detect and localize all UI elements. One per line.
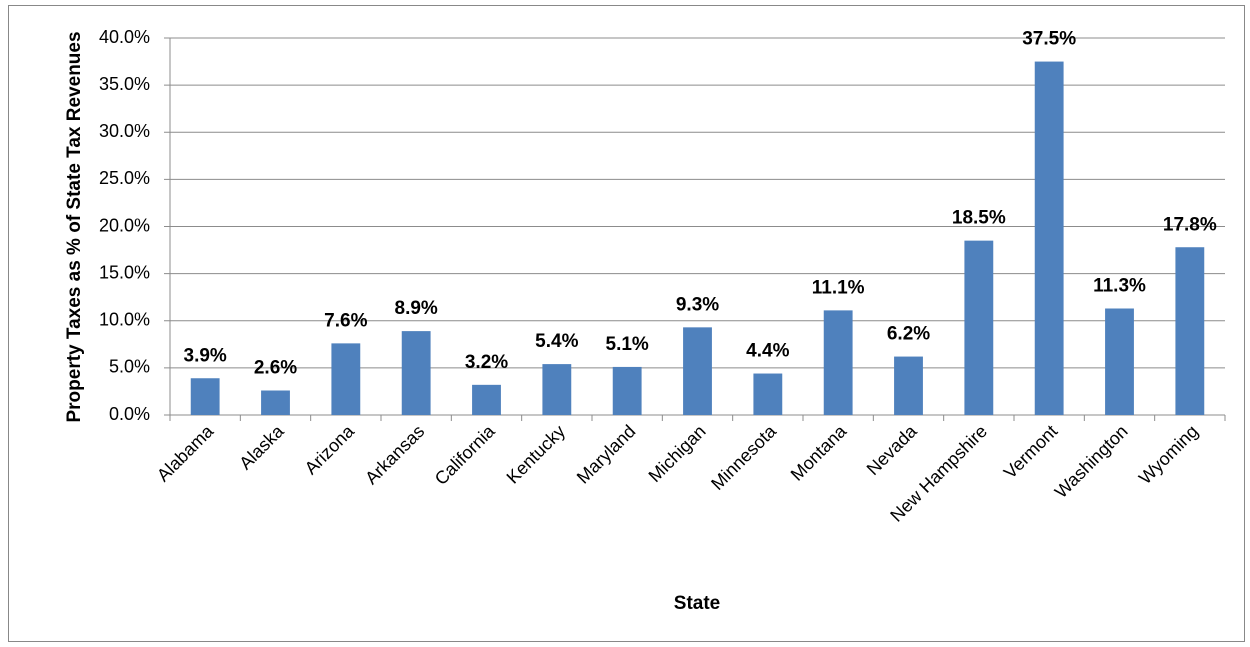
data-label: 11.1% bbox=[812, 277, 865, 298]
y-tick-label: 20.0% bbox=[99, 215, 150, 235]
y-tick-label: 10.0% bbox=[99, 310, 150, 330]
y-tick-label: 5.0% bbox=[109, 357, 150, 377]
data-label: 6.2% bbox=[887, 324, 930, 345]
bar bbox=[331, 343, 361, 415]
data-label: 4.4% bbox=[746, 341, 789, 362]
data-label: 18.5% bbox=[952, 208, 1006, 229]
bar bbox=[753, 373, 783, 415]
y-tick-label: 15.0% bbox=[99, 262, 150, 282]
data-label: 37.5% bbox=[1022, 29, 1076, 50]
bar bbox=[190, 378, 220, 415]
bar bbox=[472, 384, 501, 415]
bar bbox=[683, 327, 712, 415]
y-tick-label: 25.0% bbox=[99, 168, 150, 188]
y-tick-label: 0.0% bbox=[109, 404, 150, 424]
bar bbox=[1034, 61, 1064, 415]
bar bbox=[401, 331, 431, 415]
bar bbox=[823, 310, 853, 415]
data-label: 5.1% bbox=[606, 334, 649, 355]
bar bbox=[612, 366, 642, 415]
y-tick-label: 40.0% bbox=[99, 27, 150, 47]
x-axis-title: State bbox=[674, 593, 720, 614]
bar bbox=[261, 390, 290, 415]
y-axis-title: Property Taxes as % of State Tax Revenue… bbox=[64, 31, 85, 422]
bar bbox=[964, 240, 994, 415]
data-label: 17.8% bbox=[1163, 214, 1217, 235]
data-label: 7.6% bbox=[324, 310, 367, 331]
bar bbox=[894, 356, 923, 415]
data-label: 11.3% bbox=[1093, 276, 1146, 297]
data-label: 2.6% bbox=[254, 358, 297, 379]
data-label: 3.2% bbox=[465, 352, 508, 373]
bar bbox=[1105, 308, 1134, 415]
data-label: 9.3% bbox=[676, 294, 719, 315]
bar bbox=[542, 364, 572, 415]
data-label: 3.9% bbox=[184, 345, 227, 366]
bar bbox=[1175, 247, 1205, 415]
data-label: 8.9% bbox=[395, 298, 438, 319]
y-tick-label: 35.0% bbox=[99, 74, 150, 94]
data-label: 5.4% bbox=[535, 331, 578, 352]
y-tick-label: 30.0% bbox=[99, 121, 150, 141]
